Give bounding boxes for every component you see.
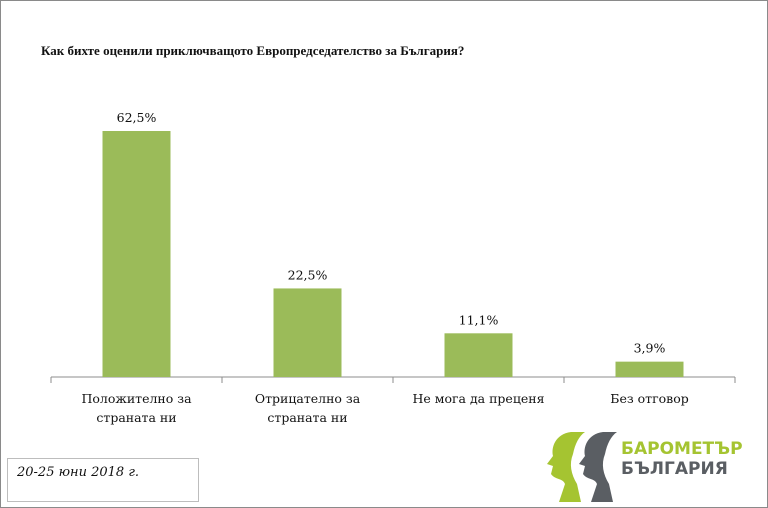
chart-title: Как бихте оценили приключващото Европред… (41, 43, 465, 58)
green-head-silhouette (547, 432, 585, 502)
category-label: Отрицателно за (255, 391, 361, 406)
bar (615, 361, 684, 377)
data-label: 62,5% (117, 110, 157, 125)
category-label: страната ни (96, 410, 176, 425)
data-label: 11,1% (459, 312, 499, 327)
gray-head-silhouette (579, 432, 617, 502)
bar (444, 333, 513, 377)
survey-date: 20-25 юни 2018 г. (17, 465, 140, 480)
category-label: страната ни (267, 410, 347, 425)
category-label: Не мога да преценя (412, 391, 544, 406)
data-label: 22,5% (288, 267, 328, 282)
category-label: Положително за (81, 391, 192, 406)
bar (102, 131, 171, 377)
data-label: 3,9% (634, 341, 666, 356)
category-label: Без отговор (610, 391, 688, 406)
date-box: 20-25 юни 2018 г. (7, 458, 199, 502)
logo-line2: БЪЛГАРИЯ (621, 459, 728, 479)
bar (273, 288, 342, 377)
barometer-bulgaria-logo: БАРОМЕТЪР БЪЛГАРИЯ (547, 432, 743, 502)
logo-line1: БАРОМЕТЪР (621, 439, 743, 459)
